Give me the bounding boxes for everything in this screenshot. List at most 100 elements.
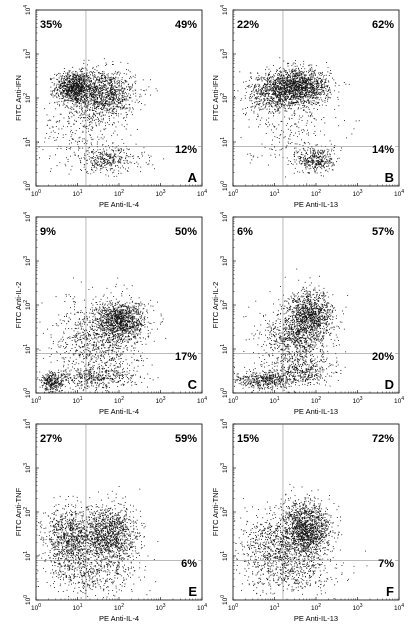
- data-point: [77, 74, 79, 76]
- data-point: [321, 79, 322, 81]
- data-point: [106, 109, 108, 111]
- data-point: [306, 106, 308, 107]
- data-point: [89, 81, 91, 83]
- data-point: [106, 95, 108, 97]
- data-point: [313, 86, 315, 88]
- data-point: [120, 156, 122, 158]
- data-point: [129, 107, 131, 109]
- data-point: [298, 71, 300, 73]
- data-point: [258, 84, 260, 86]
- data-point: [80, 90, 81, 92]
- data-point: [88, 81, 90, 83]
- data-point: [70, 169, 72, 171]
- data-point: [63, 85, 65, 87]
- data-point: [285, 82, 287, 84]
- data-point: [131, 86, 133, 88]
- data-point: [117, 155, 119, 157]
- data-point: [63, 102, 65, 104]
- data-point: [59, 104, 60, 106]
- data-point: [86, 104, 88, 106]
- data-point: [307, 94, 309, 96]
- data-point: [114, 92, 115, 93]
- data-point: [104, 86, 106, 88]
- data-point: [305, 166, 306, 168]
- data-point: [127, 89, 128, 90]
- data-point: [275, 105, 277, 106]
- data-point: [315, 97, 317, 99]
- data-point: [84, 100, 86, 102]
- data-point: [269, 124, 270, 126]
- data-point: [343, 82, 345, 83]
- data-point: [62, 85, 64, 87]
- data-point: [107, 82, 109, 84]
- data-point: [303, 86, 304, 88]
- data-point: [95, 119, 97, 120]
- data-point: [118, 103, 120, 105]
- data-point: [321, 84, 323, 85]
- data-point: [79, 93, 81, 95]
- data-point: [119, 152, 120, 154]
- data-point: [291, 97, 293, 99]
- data-point: [95, 81, 96, 83]
- data-point: [272, 76, 274, 78]
- data-point: [68, 75, 70, 77]
- data-point: [254, 87, 256, 88]
- data-point: [304, 106, 305, 108]
- data-point: [86, 171, 88, 173]
- data-point: [308, 87, 310, 89]
- data-point: [65, 79, 66, 80]
- data-point: [69, 108, 71, 109]
- data-point: [260, 100, 262, 102]
- data-point: [283, 104, 285, 106]
- data-point: [108, 145, 109, 147]
- data-point: [73, 76, 74, 78]
- data-point: [267, 76, 269, 78]
- data-point: [92, 68, 94, 69]
- data-point: [60, 92, 61, 94]
- data-point: [67, 99, 69, 101]
- data-point: [315, 167, 316, 168]
- data-point: [290, 101, 292, 102]
- data-point: [90, 106, 91, 108]
- data-point: [289, 94, 290, 96]
- data-point: [291, 65, 293, 67]
- data-point: [289, 93, 290, 95]
- data-point: [126, 152, 127, 154]
- data-point: [272, 76, 274, 78]
- data-point: [123, 83, 125, 85]
- data-point: [307, 97, 309, 99]
- data-point: [66, 90, 68, 92]
- data-point: [234, 96, 235, 97]
- data-point: [73, 85, 74, 86]
- data-point: [104, 159, 106, 161]
- data-point: [325, 105, 327, 107]
- data-point: [296, 89, 297, 90]
- data-point: [68, 122, 70, 124]
- data-point: [302, 77, 303, 79]
- data-point: [78, 93, 80, 95]
- data-point: [297, 85, 299, 87]
- data-point: [63, 81, 65, 83]
- data-point: [288, 83, 290, 85]
- data-point: [118, 100, 120, 102]
- data-point: [113, 150, 114, 151]
- data-point: [64, 77, 66, 79]
- data-point: [63, 82, 65, 84]
- data-point: [326, 95, 327, 96]
- data-point: [69, 111, 71, 113]
- data-point: [80, 75, 82, 77]
- data-point: [286, 157, 288, 159]
- data-point: [79, 147, 81, 149]
- data-point: [93, 91, 95, 92]
- data-point: [58, 82, 60, 84]
- data-point: [297, 87, 299, 89]
- data-point: [101, 118, 103, 120]
- data-point: [72, 86, 73, 88]
- data-point: [115, 97, 117, 99]
- data-point: [109, 99, 111, 101]
- data-point: [63, 68, 65, 69]
- data-point: [71, 109, 73, 111]
- data-point: [96, 97, 98, 99]
- data-point: [65, 85, 66, 87]
- data-point: [101, 103, 103, 104]
